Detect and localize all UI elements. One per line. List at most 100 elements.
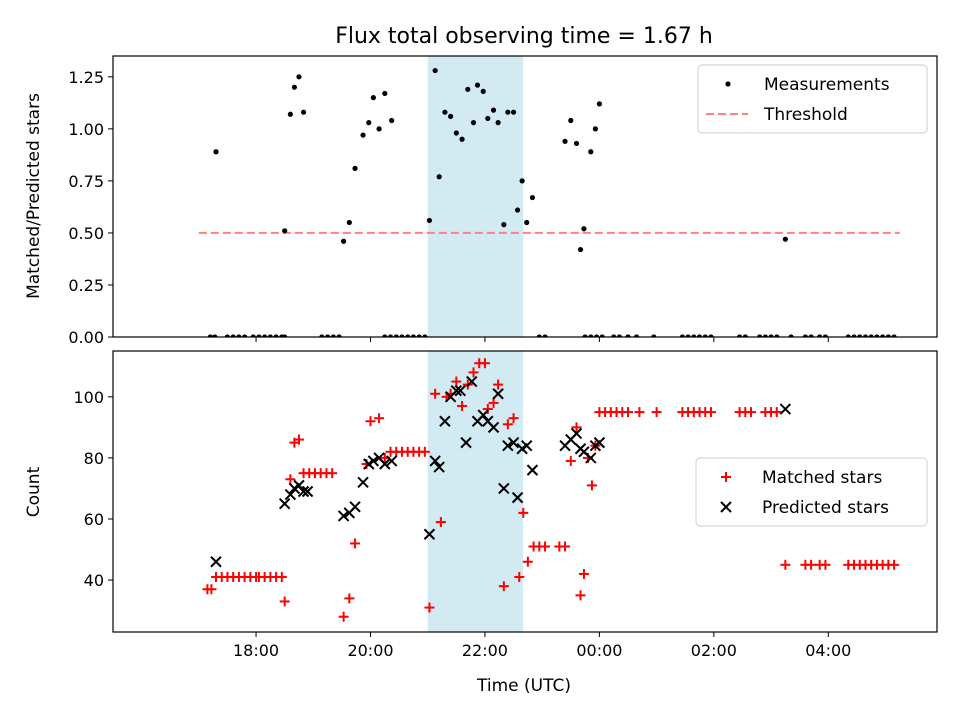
data-point bbox=[788, 334, 794, 337]
data-point bbox=[485, 115, 491, 122]
data-point bbox=[581, 226, 587, 232]
data-point bbox=[385, 455, 398, 467]
legend: Measurements Threshold bbox=[697, 64, 928, 134]
x-tick-label: 00:00 bbox=[576, 641, 622, 660]
data-point bbox=[279, 596, 290, 607]
data-point bbox=[376, 126, 382, 132]
data-point bbox=[529, 194, 536, 201]
x-tick-label: 20:00 bbox=[347, 641, 393, 660]
data-point bbox=[327, 468, 338, 479]
data-point bbox=[507, 436, 520, 449]
data-point bbox=[365, 416, 376, 427]
data-point bbox=[405, 334, 411, 337]
y-tick-label: 0.50 bbox=[68, 224, 104, 243]
data-point bbox=[250, 334, 256, 337]
data-point bbox=[482, 404, 493, 415]
data-point bbox=[633, 334, 640, 337]
data-point bbox=[336, 334, 342, 337]
legend-label: Predicted stars bbox=[762, 498, 889, 518]
data-point bbox=[526, 464, 539, 476]
y-tick-label: 1.00 bbox=[68, 120, 104, 139]
data-point bbox=[212, 334, 218, 337]
data-point bbox=[210, 556, 222, 568]
data-point bbox=[278, 498, 291, 510]
data-point bbox=[885, 334, 891, 337]
series-measurements bbox=[207, 67, 897, 337]
data-point bbox=[324, 334, 331, 337]
data-point bbox=[817, 334, 823, 337]
data-point bbox=[432, 67, 438, 74]
data-point bbox=[344, 593, 355, 604]
data-point bbox=[651, 407, 662, 418]
data-point bbox=[578, 568, 589, 579]
data-point bbox=[242, 334, 248, 337]
x-tick-label: 18:00 bbox=[233, 641, 279, 660]
data-point bbox=[287, 111, 293, 117]
data-point bbox=[487, 421, 500, 434]
data-point bbox=[293, 479, 305, 492]
data-point bbox=[468, 367, 479, 378]
data-point bbox=[387, 334, 394, 337]
y-tick-label: 0.00 bbox=[68, 328, 104, 347]
plot-area bbox=[198, 56, 900, 337]
legend-entry: Matched stars bbox=[721, 468, 882, 488]
data-point bbox=[389, 117, 395, 124]
data-point bbox=[493, 379, 504, 390]
data-point bbox=[774, 334, 780, 337]
y-tick-label: 0.75 bbox=[68, 172, 104, 191]
top-panel: 0.00 0.25 0.50 0.75 1.00 1.25 Measurements Thre… bbox=[68, 55, 938, 347]
data-point bbox=[762, 334, 768, 337]
legend-entry: Threshold bbox=[706, 105, 848, 125]
data-point bbox=[771, 407, 782, 418]
data-point bbox=[450, 384, 463, 397]
data-point bbox=[588, 149, 594, 155]
y-tick-label: 100 bbox=[73, 388, 104, 407]
data-point bbox=[382, 90, 388, 97]
data-point bbox=[492, 388, 504, 400]
data-point bbox=[891, 334, 897, 337]
data-point bbox=[845, 334, 851, 337]
data-point bbox=[536, 334, 542, 337]
data-point bbox=[382, 334, 388, 337]
legend-marker bbox=[725, 81, 731, 87]
data-point bbox=[585, 452, 597, 464]
data-point bbox=[352, 165, 358, 171]
data-point bbox=[623, 407, 633, 418]
data-point bbox=[284, 488, 297, 501]
data-point bbox=[498, 581, 509, 592]
data-point bbox=[282, 228, 288, 234]
data-point bbox=[477, 409, 489, 421]
data-point bbox=[273, 334, 279, 337]
data-point bbox=[874, 334, 880, 337]
data-point bbox=[560, 541, 571, 552]
axes-frame bbox=[112, 55, 938, 338]
data-point bbox=[224, 334, 231, 337]
data-point bbox=[565, 455, 576, 466]
data-point bbox=[742, 334, 748, 337]
data-point bbox=[502, 439, 514, 452]
data-point bbox=[593, 334, 600, 337]
data-point bbox=[514, 207, 521, 213]
data-point bbox=[757, 334, 763, 337]
data-point bbox=[880, 334, 886, 337]
data-point bbox=[505, 109, 511, 115]
data-point bbox=[518, 507, 529, 518]
data-point bbox=[350, 538, 361, 549]
data-point bbox=[780, 559, 791, 570]
data-point bbox=[568, 117, 574, 124]
data-point bbox=[410, 334, 417, 337]
data-point bbox=[495, 120, 501, 126]
plot-area bbox=[202, 351, 900, 632]
data-point bbox=[571, 422, 582, 433]
legend-box bbox=[695, 457, 928, 527]
data-point bbox=[651, 334, 657, 337]
data-point bbox=[685, 334, 691, 337]
data-point bbox=[230, 334, 236, 337]
series-matched-stars bbox=[202, 358, 900, 622]
x-tick-label: 04:00 bbox=[805, 641, 851, 660]
data-point bbox=[488, 397, 499, 408]
data-point bbox=[419, 446, 430, 457]
data-point bbox=[465, 86, 471, 92]
x-tick-label: 22:00 bbox=[462, 641, 508, 660]
data-point bbox=[346, 219, 352, 226]
